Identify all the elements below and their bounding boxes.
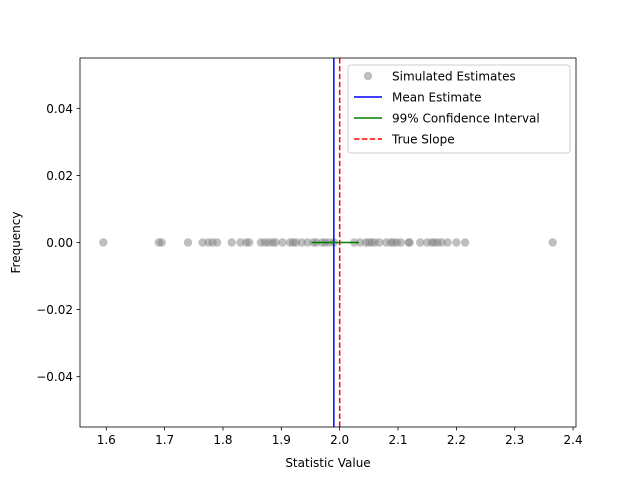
x-tick-label: 2.4 [564, 433, 583, 447]
scatter-point [183, 238, 193, 247]
scatter-point [99, 238, 108, 247]
scatter-point [212, 238, 222, 247]
scatter-point [437, 238, 446, 247]
legend: Simulated Estimates Mean Estimate 99% Conf… [347, 64, 571, 154]
y-tick-label: 0.04 [46, 102, 73, 116]
legend-scatter-marker [363, 71, 373, 81]
x-tick-label: 1.8 [213, 433, 232, 447]
y-tick-label: −0.04 [36, 370, 73, 384]
series-layer [99, 58, 557, 427]
x-tick-label: 2.1 [388, 433, 407, 447]
scatter-point [355, 238, 365, 247]
scatter-point [236, 238, 245, 247]
scatter-point [278, 238, 287, 247]
scatter-point [375, 238, 384, 247]
scatter-point [303, 238, 312, 247]
x-axis-label: Statistic Value [285, 456, 370, 470]
x-tick-label: 2.3 [505, 433, 524, 447]
legend-frame [347, 64, 571, 154]
y-tick-label: −0.02 [36, 303, 73, 317]
x-tick-label: 1.7 [155, 433, 174, 447]
x-axis-ticks: 1.6 1.7 1.8 1.9 2.0 2.1 2.2 2.3 2.4 [97, 427, 583, 447]
x-tick-label: 1.9 [272, 433, 291, 447]
scatter-point [291, 238, 301, 247]
legend-label: 99% Confidence Interval [392, 112, 540, 126]
x-tick-label: 1.6 [97, 433, 116, 447]
x-tick-label: 2.0 [330, 433, 349, 447]
scatter-point [396, 238, 406, 247]
scatter-point [460, 238, 470, 247]
y-tick-label: 0.02 [46, 169, 73, 183]
scatter-point [157, 238, 166, 247]
scatter-point [297, 238, 306, 247]
scatter-point [271, 238, 280, 247]
scatter-point [452, 238, 461, 247]
x-tick-label: 2.2 [447, 433, 466, 447]
y-tick-label: 0.00 [46, 236, 73, 250]
scatter-point [227, 238, 236, 247]
scatter-point [415, 238, 425, 247]
scatter-point [198, 238, 207, 247]
legend-label: Mean Estimate [392, 91, 482, 105]
scatter-point [405, 238, 414, 247]
legend-label: Simulated Estimates [392, 70, 516, 84]
y-axis-ticks: 0.04 0.02 0.00 −0.02 −0.04 [36, 102, 80, 384]
y-axis-label: Frequency [9, 212, 23, 274]
legend-label: True Slope [391, 133, 455, 147]
scatter-point [245, 238, 254, 247]
scatter-point [443, 238, 452, 247]
scatter-point [548, 238, 557, 247]
